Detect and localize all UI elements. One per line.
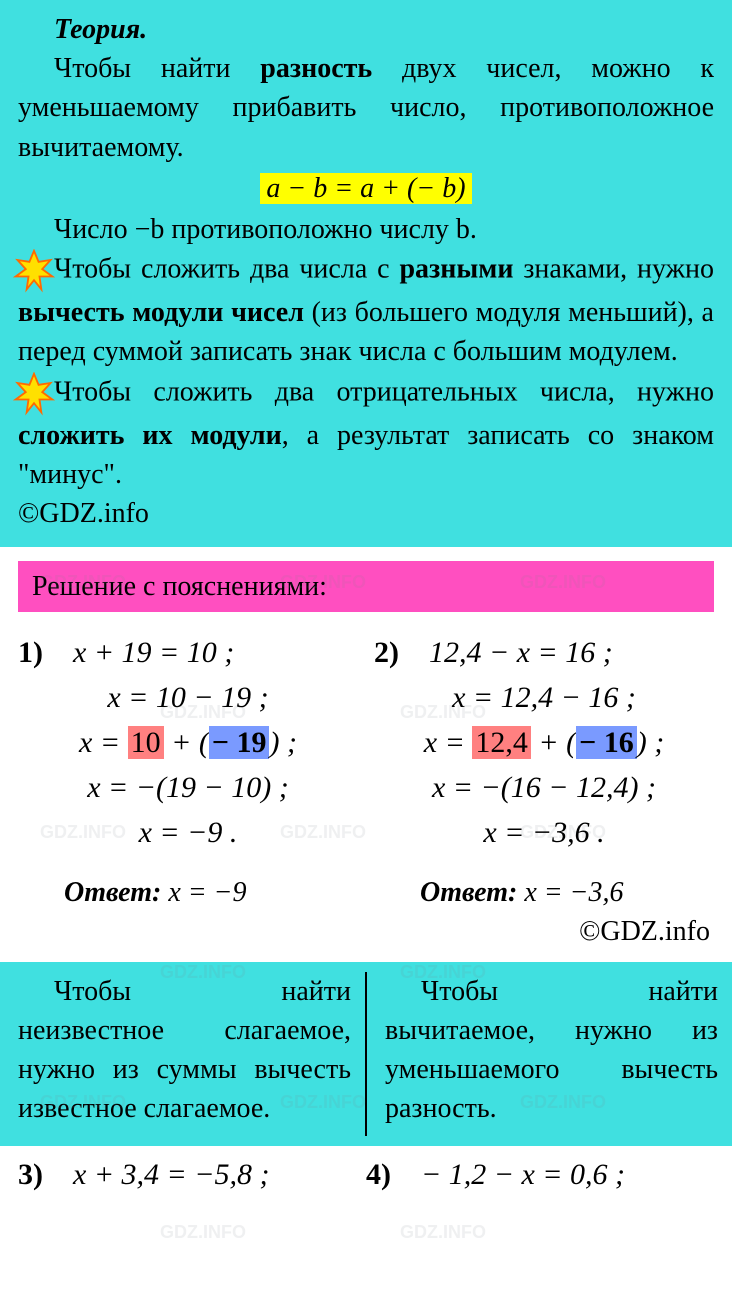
- theory-para-1: Чтобы найти разность двух чисел, можно к…: [18, 49, 714, 167]
- bottom-problems: 3) x + 3,4 = −5,8 ; 4) − 1,2 − x = 0,6 ;: [0, 1146, 732, 1207]
- theory-para-4: Чтобы сложить два отрицательных числа, н…: [18, 372, 714, 494]
- bold-text: сложить их модули: [18, 420, 282, 451]
- equation-line: x = −(16 − 12,4) ;: [374, 765, 714, 810]
- text: x =: [424, 726, 473, 759]
- answer-1: Ответ: x = −9: [18, 873, 358, 912]
- equation-line: x = −3,6 .: [374, 810, 714, 855]
- watermark: GDZ.INFO: [400, 1220, 486, 1245]
- text: + (: [164, 726, 209, 759]
- text: ) ;: [637, 726, 664, 759]
- answer-value: x = −9: [161, 877, 246, 908]
- highlight-red: 10: [128, 726, 164, 759]
- explanation-left: Чтобы найти неизвестное слагаемое, нужно…: [0, 962, 365, 1147]
- text: x =: [79, 726, 128, 759]
- theory-copyright: ©GDZ.info: [18, 494, 714, 533]
- solutions-area: 1) x + 19 = 10 ; x = 10 − 19 ; x = 10 + …: [0, 630, 732, 961]
- equation-line: x + 3,4 = −5,8 ;: [73, 1158, 270, 1191]
- answer-value: x = −3,6: [517, 877, 623, 908]
- problem-2: 2) 12,4 − x = 16 ; x = 12,4 − 16 ; x = 1…: [374, 630, 714, 912]
- equation-line: x = 12,4 − 16 ;: [374, 675, 714, 720]
- bold-text: вычесть модули чисел: [18, 297, 304, 328]
- explanation-text: Чтобы найти неизвестное слагаемое, нужно…: [18, 972, 351, 1129]
- equation-line: 12,4 − x = 16 ;: [429, 636, 613, 669]
- highlight-blue: − 16: [576, 726, 637, 759]
- solution-title-bar: Решение с пояснениями:: [18, 561, 714, 612]
- highlight-blue: − 19: [209, 726, 270, 759]
- equation-line: x = 10 + (− 19) ;: [18, 720, 358, 765]
- bold-text: разность: [260, 53, 372, 84]
- equation-line: x = 10 − 19 ;: [18, 675, 358, 720]
- text: Чтобы найти: [54, 53, 260, 84]
- text: Чтобы сложить два числа с: [54, 254, 399, 285]
- equation-line: x + 19 = 10 ;: [73, 636, 234, 669]
- problem-label: 2): [374, 630, 399, 675]
- problem-3: 3) x + 3,4 = −5,8 ;: [18, 1152, 366, 1197]
- highlight-red: 12,4: [472, 726, 531, 759]
- theory-title: Теория.: [18, 10, 714, 49]
- theory-para-3: Чтобы сложить два числа с разными знакам…: [18, 249, 714, 371]
- equation-line: x = −(19 − 10) ;: [18, 765, 358, 810]
- text: знаками, нужно: [513, 254, 714, 285]
- answer-2: Ответ: x = −3,6: [374, 873, 714, 912]
- text: Чтобы сложить два отрицательных числа, н…: [54, 376, 714, 407]
- text: ) ;: [269, 726, 296, 759]
- explanation-right: Чтобы найти вычитаемое, нужно из уменьша…: [367, 962, 732, 1147]
- problem-label: 3): [18, 1152, 43, 1197]
- problem-label: 4): [366, 1152, 391, 1197]
- text: + (: [531, 726, 576, 759]
- answer-label: Ответ:: [64, 877, 161, 908]
- theory-para-2: Число −b противоположно числу b.: [18, 210, 714, 249]
- equation-line: x = −9 .: [18, 810, 358, 855]
- explanation-box: Чтобы найти неизвестное слагаемое, нужно…: [0, 962, 732, 1147]
- star-icon: [12, 372, 56, 416]
- problem-4: 4) − 1,2 − x = 0,6 ;: [366, 1152, 714, 1197]
- theory-box: Теория. Чтобы найти разность двух чисел,…: [0, 0, 732, 547]
- star-icon: [12, 249, 56, 293]
- formula-row: a − b = a + (− b): [18, 169, 714, 208]
- solution-title: Решение с пояснениями:: [32, 571, 327, 602]
- problem-1: 1) x + 19 = 10 ; x = 10 − 19 ; x = 10 + …: [18, 630, 358, 912]
- problem-label: 1): [18, 630, 43, 675]
- answer-label: Ответ:: [420, 877, 517, 908]
- formula: a − b = a + (− b): [260, 173, 471, 204]
- equation-line: x = 12,4 + (− 16) ;: [374, 720, 714, 765]
- explanation-text: Чтобы найти вычитаемое, нужно из уменьша…: [385, 972, 718, 1129]
- copyright-2: ©GDZ.info: [18, 912, 714, 951]
- watermark: GDZ.INFO: [160, 1220, 246, 1245]
- equation-line: − 1,2 − x = 0,6 ;: [421, 1158, 625, 1191]
- bold-text: разными: [399, 254, 513, 285]
